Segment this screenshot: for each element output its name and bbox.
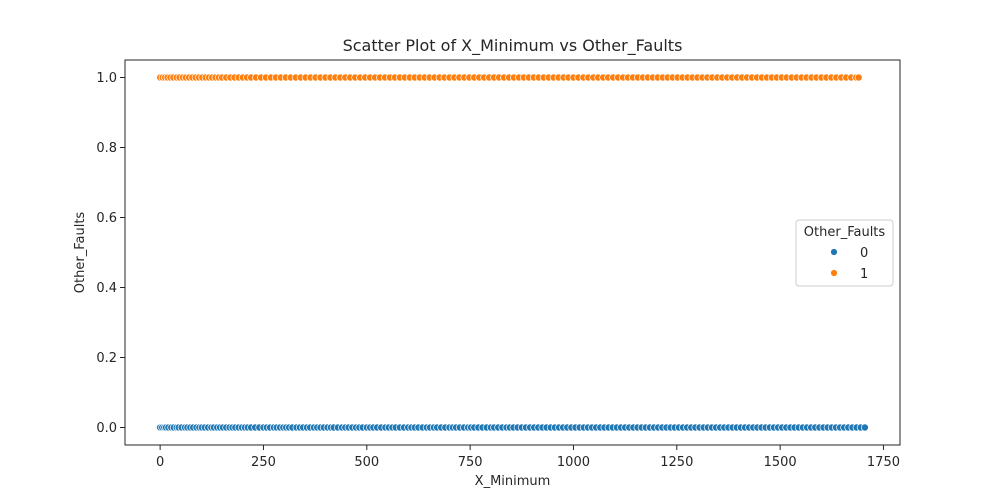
legend-label-1: 1 [860, 267, 868, 282]
legend-marker-1 [830, 269, 838, 277]
y-tick-label: 0.2 [96, 351, 117, 366]
y-tick-label: 0.4 [96, 281, 117, 296]
plot-frame [124, 59, 901, 446]
y-axis-label: Other_Faults [73, 212, 88, 294]
point-series-0-189 [860, 423, 869, 432]
legend-marker-0 [830, 248, 838, 256]
x-tick-label: 750 [458, 455, 483, 470]
x-tick-label: 1500 [764, 455, 797, 470]
y-tick-label: 0.8 [96, 141, 117, 156]
data-points [156, 73, 869, 432]
legend-label-0: 0 [860, 246, 868, 261]
legend: Other_Faults 0 1 [795, 219, 894, 287]
legend-box [795, 219, 894, 287]
y-tick-label: 0.6 [96, 211, 117, 226]
x-tick-label: 1750 [867, 455, 900, 470]
point-series-1-150 [854, 73, 863, 82]
legend-title: Other_Faults [804, 225, 886, 240]
chart-title: Scatter Plot of X_Minimum vs Other_Fault… [343, 36, 683, 56]
y-axis-ticks: 0.0 0.2 0.4 0.6 0.8 1.0 [96, 71, 125, 436]
x-tick-label: 1000 [557, 455, 590, 470]
x-axis-label: X_Minimum [475, 474, 551, 489]
x-tick-label: 1250 [660, 455, 693, 470]
x-tick-label: 0 [156, 455, 164, 470]
x-axis-ticks: 0 250 500 750 1000 1250 1500 1750 [156, 445, 900, 470]
x-tick-label: 250 [251, 455, 276, 470]
y-tick-label: 1.0 [96, 71, 117, 86]
x-tick-label: 500 [354, 455, 379, 470]
y-tick-label: 0.0 [96, 421, 117, 436]
